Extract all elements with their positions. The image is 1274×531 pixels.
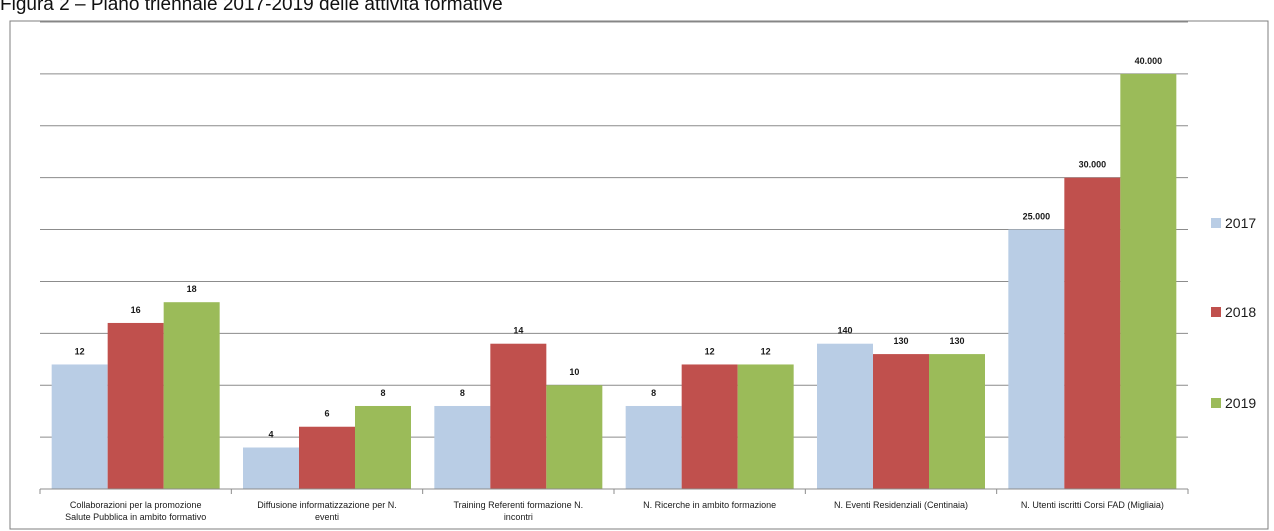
data-label: 18 <box>187 284 197 294</box>
data-label: 8 <box>651 388 656 398</box>
data-labels: 12 4 8 8 140 25.000 16 6 14 12 130 30.000 18 8 10 12 130… <box>75 56 1162 440</box>
data-label: 16 <box>131 305 141 315</box>
bar-2019-4 <box>737 364 794 489</box>
bar-2018-3 <box>490 343 547 489</box>
legend-swatch <box>1211 218 1221 228</box>
data-label: 25.000 <box>1023 212 1051 222</box>
bar-2019-1 <box>163 302 220 489</box>
bar-2018-6 <box>1064 177 1121 489</box>
data-label: 4 <box>268 429 273 439</box>
data-label: 140 <box>837 326 852 336</box>
data-label: 6 <box>324 409 329 419</box>
data-label: 8 <box>380 388 385 398</box>
bar-2017-2 <box>243 447 299 489</box>
bar-2018-2 <box>299 426 355 489</box>
data-label: 10 <box>569 367 579 377</box>
category-label: N. Ricerche in ambito formazione <box>643 500 776 510</box>
category-label: Training Referenti formazione N. incontri <box>453 500 583 522</box>
bar-2019-5 <box>929 354 985 489</box>
legend-label: 2018 <box>1225 304 1256 320</box>
data-label: 12 <box>761 346 771 356</box>
category-label: Diffusione informatizzazione per N. event… <box>257 500 396 522</box>
data-label: 30.000 <box>1079 160 1107 170</box>
data-label: 12 <box>75 346 85 356</box>
data-label: 14 <box>513 326 523 336</box>
bar-2017-5 <box>817 343 873 489</box>
figure-caption: Figura 2 – Piano triennale 2017-2019 del… <box>0 0 503 15</box>
bar-2019-2 <box>355 405 411 489</box>
data-label: 40.000 <box>1135 56 1163 66</box>
legend: 2017 2018 2019 <box>1211 215 1256 411</box>
data-label: 130 <box>949 336 964 346</box>
legend-swatch <box>1211 398 1221 408</box>
legend-swatch <box>1211 307 1221 317</box>
data-label: 8 <box>460 388 465 398</box>
category-label: Collaborazioni per la promozione Salute P… <box>65 500 206 522</box>
x-axis: Collaborazioni per la promozione Salute P… <box>39 488 1189 522</box>
legend-label: 2019 <box>1225 395 1256 411</box>
bar-2018-4 <box>681 364 738 489</box>
bar-2017-4 <box>625 405 682 489</box>
legend-label: 2017 <box>1225 215 1256 231</box>
bar-2019-6 <box>1120 73 1177 489</box>
category-label: N. Eventi Residenziali (Centinaia) <box>834 500 968 510</box>
category-label: N. Utenti iscritti Corsi FAD (Migliaia) <box>1021 500 1164 510</box>
bar-2019-3 <box>546 385 603 489</box>
bar-2017-6 <box>1008 229 1065 490</box>
bar-2018-1 <box>107 322 164 489</box>
data-label: 130 <box>893 336 908 346</box>
gridlines <box>40 21 1188 438</box>
bar-2017-1 <box>51 364 108 489</box>
data-label: 12 <box>705 346 715 356</box>
bar-2018-5 <box>873 354 929 489</box>
bars <box>51 73 1177 490</box>
bar-2017-3 <box>434 405 491 489</box>
